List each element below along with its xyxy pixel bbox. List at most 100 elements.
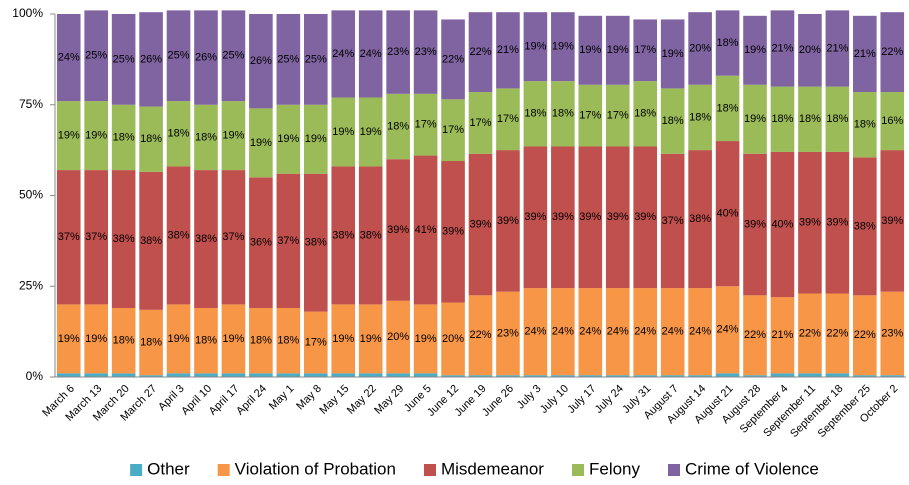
bar-segment xyxy=(743,153,767,296)
bar-segment xyxy=(798,373,822,377)
data-label: 19% xyxy=(744,113,766,125)
data-label: 19% xyxy=(222,333,244,345)
bar-segment xyxy=(303,373,328,377)
bar-segment xyxy=(523,288,548,376)
data-label: 18% xyxy=(140,336,162,348)
bar-segment xyxy=(743,84,767,154)
data-label: 18% xyxy=(771,113,793,125)
data-label: 17% xyxy=(442,124,464,136)
bar-segment xyxy=(496,291,520,376)
bar-segment xyxy=(496,88,520,151)
data-label: 17% xyxy=(415,119,437,131)
data-label: 38% xyxy=(689,213,711,225)
bar-segment xyxy=(715,141,740,287)
data-label: 17% xyxy=(634,44,656,56)
data-label: 25% xyxy=(168,50,190,62)
legend: Other Violation of Probation Misdemeanor Fe… xyxy=(130,459,819,478)
x-tick-label: July 17 xyxy=(565,383,598,416)
bar-segment xyxy=(303,173,328,312)
bar-segment xyxy=(413,373,438,377)
bar-segment xyxy=(386,159,410,301)
data-label: 19% xyxy=(607,44,629,56)
bar-segment xyxy=(715,10,740,76)
data-label: 39% xyxy=(799,217,821,229)
bar-segment xyxy=(331,10,356,98)
bar-segment xyxy=(880,291,905,376)
bar-segment xyxy=(56,101,81,171)
bar-segment xyxy=(358,166,383,305)
bar-segment xyxy=(139,309,163,376)
legend-label: Felony xyxy=(589,459,641,478)
bar-segment xyxy=(413,304,438,374)
data-label: 39% xyxy=(387,224,409,236)
bar-segment xyxy=(880,12,905,93)
bar-segment xyxy=(276,14,301,105)
data-label: 22% xyxy=(469,329,491,341)
bar-segment xyxy=(166,166,191,305)
data-label: 19% xyxy=(58,333,80,345)
bar-segment xyxy=(166,373,191,377)
data-label: 39% xyxy=(497,215,519,227)
data-label: 37% xyxy=(85,231,107,243)
legend-swatch xyxy=(423,464,436,476)
bar-segment xyxy=(770,86,795,152)
bar-segment xyxy=(825,151,850,294)
bar-segment xyxy=(221,170,246,305)
legend-swatch xyxy=(130,464,143,476)
bar-segment xyxy=(660,88,685,154)
legend-label: Other xyxy=(147,459,190,478)
data-label: 18% xyxy=(277,335,299,347)
data-label: 39% xyxy=(881,215,903,227)
bar-segment xyxy=(139,106,163,172)
bar-segment xyxy=(743,295,767,376)
data-label: 22% xyxy=(799,327,821,339)
data-label: 39% xyxy=(469,218,491,230)
bar-segment xyxy=(139,12,163,107)
bar-segment xyxy=(111,104,136,171)
bar-segment xyxy=(578,146,603,289)
data-label: 25% xyxy=(85,50,107,62)
data-label: 17% xyxy=(305,336,327,348)
data-label: 23% xyxy=(881,327,903,339)
data-label: 18% xyxy=(717,37,739,49)
bar-segment xyxy=(715,75,740,142)
data-label: 38% xyxy=(305,237,327,249)
data-label: 24% xyxy=(58,51,80,63)
bar-segment xyxy=(111,170,136,309)
bar-segment xyxy=(358,97,383,167)
data-label: 20% xyxy=(442,333,464,345)
bar-segment xyxy=(468,92,493,154)
bar-segment xyxy=(688,375,712,377)
data-label: 39% xyxy=(442,226,464,238)
data-label: 26% xyxy=(140,53,162,65)
data-label: 19% xyxy=(744,44,766,56)
bar-segment xyxy=(194,373,218,377)
data-label: 38% xyxy=(113,233,135,245)
bar-segment xyxy=(441,19,465,100)
bar-segment xyxy=(441,161,465,303)
data-label: 38% xyxy=(360,229,382,241)
bar-segment xyxy=(194,10,218,105)
y-tick-label: 100% xyxy=(12,6,43,20)
data-label: 18% xyxy=(524,108,546,120)
x-tick-label: July 10 xyxy=(538,383,571,416)
data-label: 24% xyxy=(634,326,656,338)
data-label: 36% xyxy=(250,237,272,249)
bar-segment xyxy=(633,146,658,289)
bar-segment xyxy=(221,304,246,374)
data-label: 18% xyxy=(689,111,711,123)
data-label: 22% xyxy=(442,53,464,65)
x-tick-label: May 1 xyxy=(267,383,297,413)
bar-segment xyxy=(386,93,410,160)
data-label: 24% xyxy=(689,326,711,338)
data-label: 22% xyxy=(826,327,848,339)
data-label: 19% xyxy=(58,130,80,142)
bar-segment xyxy=(221,373,246,377)
bar-segment xyxy=(578,375,603,377)
data-label: 41% xyxy=(415,224,437,236)
data-label: 18% xyxy=(799,113,821,125)
data-label: 18% xyxy=(717,102,739,114)
data-label: 24% xyxy=(607,326,629,338)
bar-segment xyxy=(578,84,603,147)
